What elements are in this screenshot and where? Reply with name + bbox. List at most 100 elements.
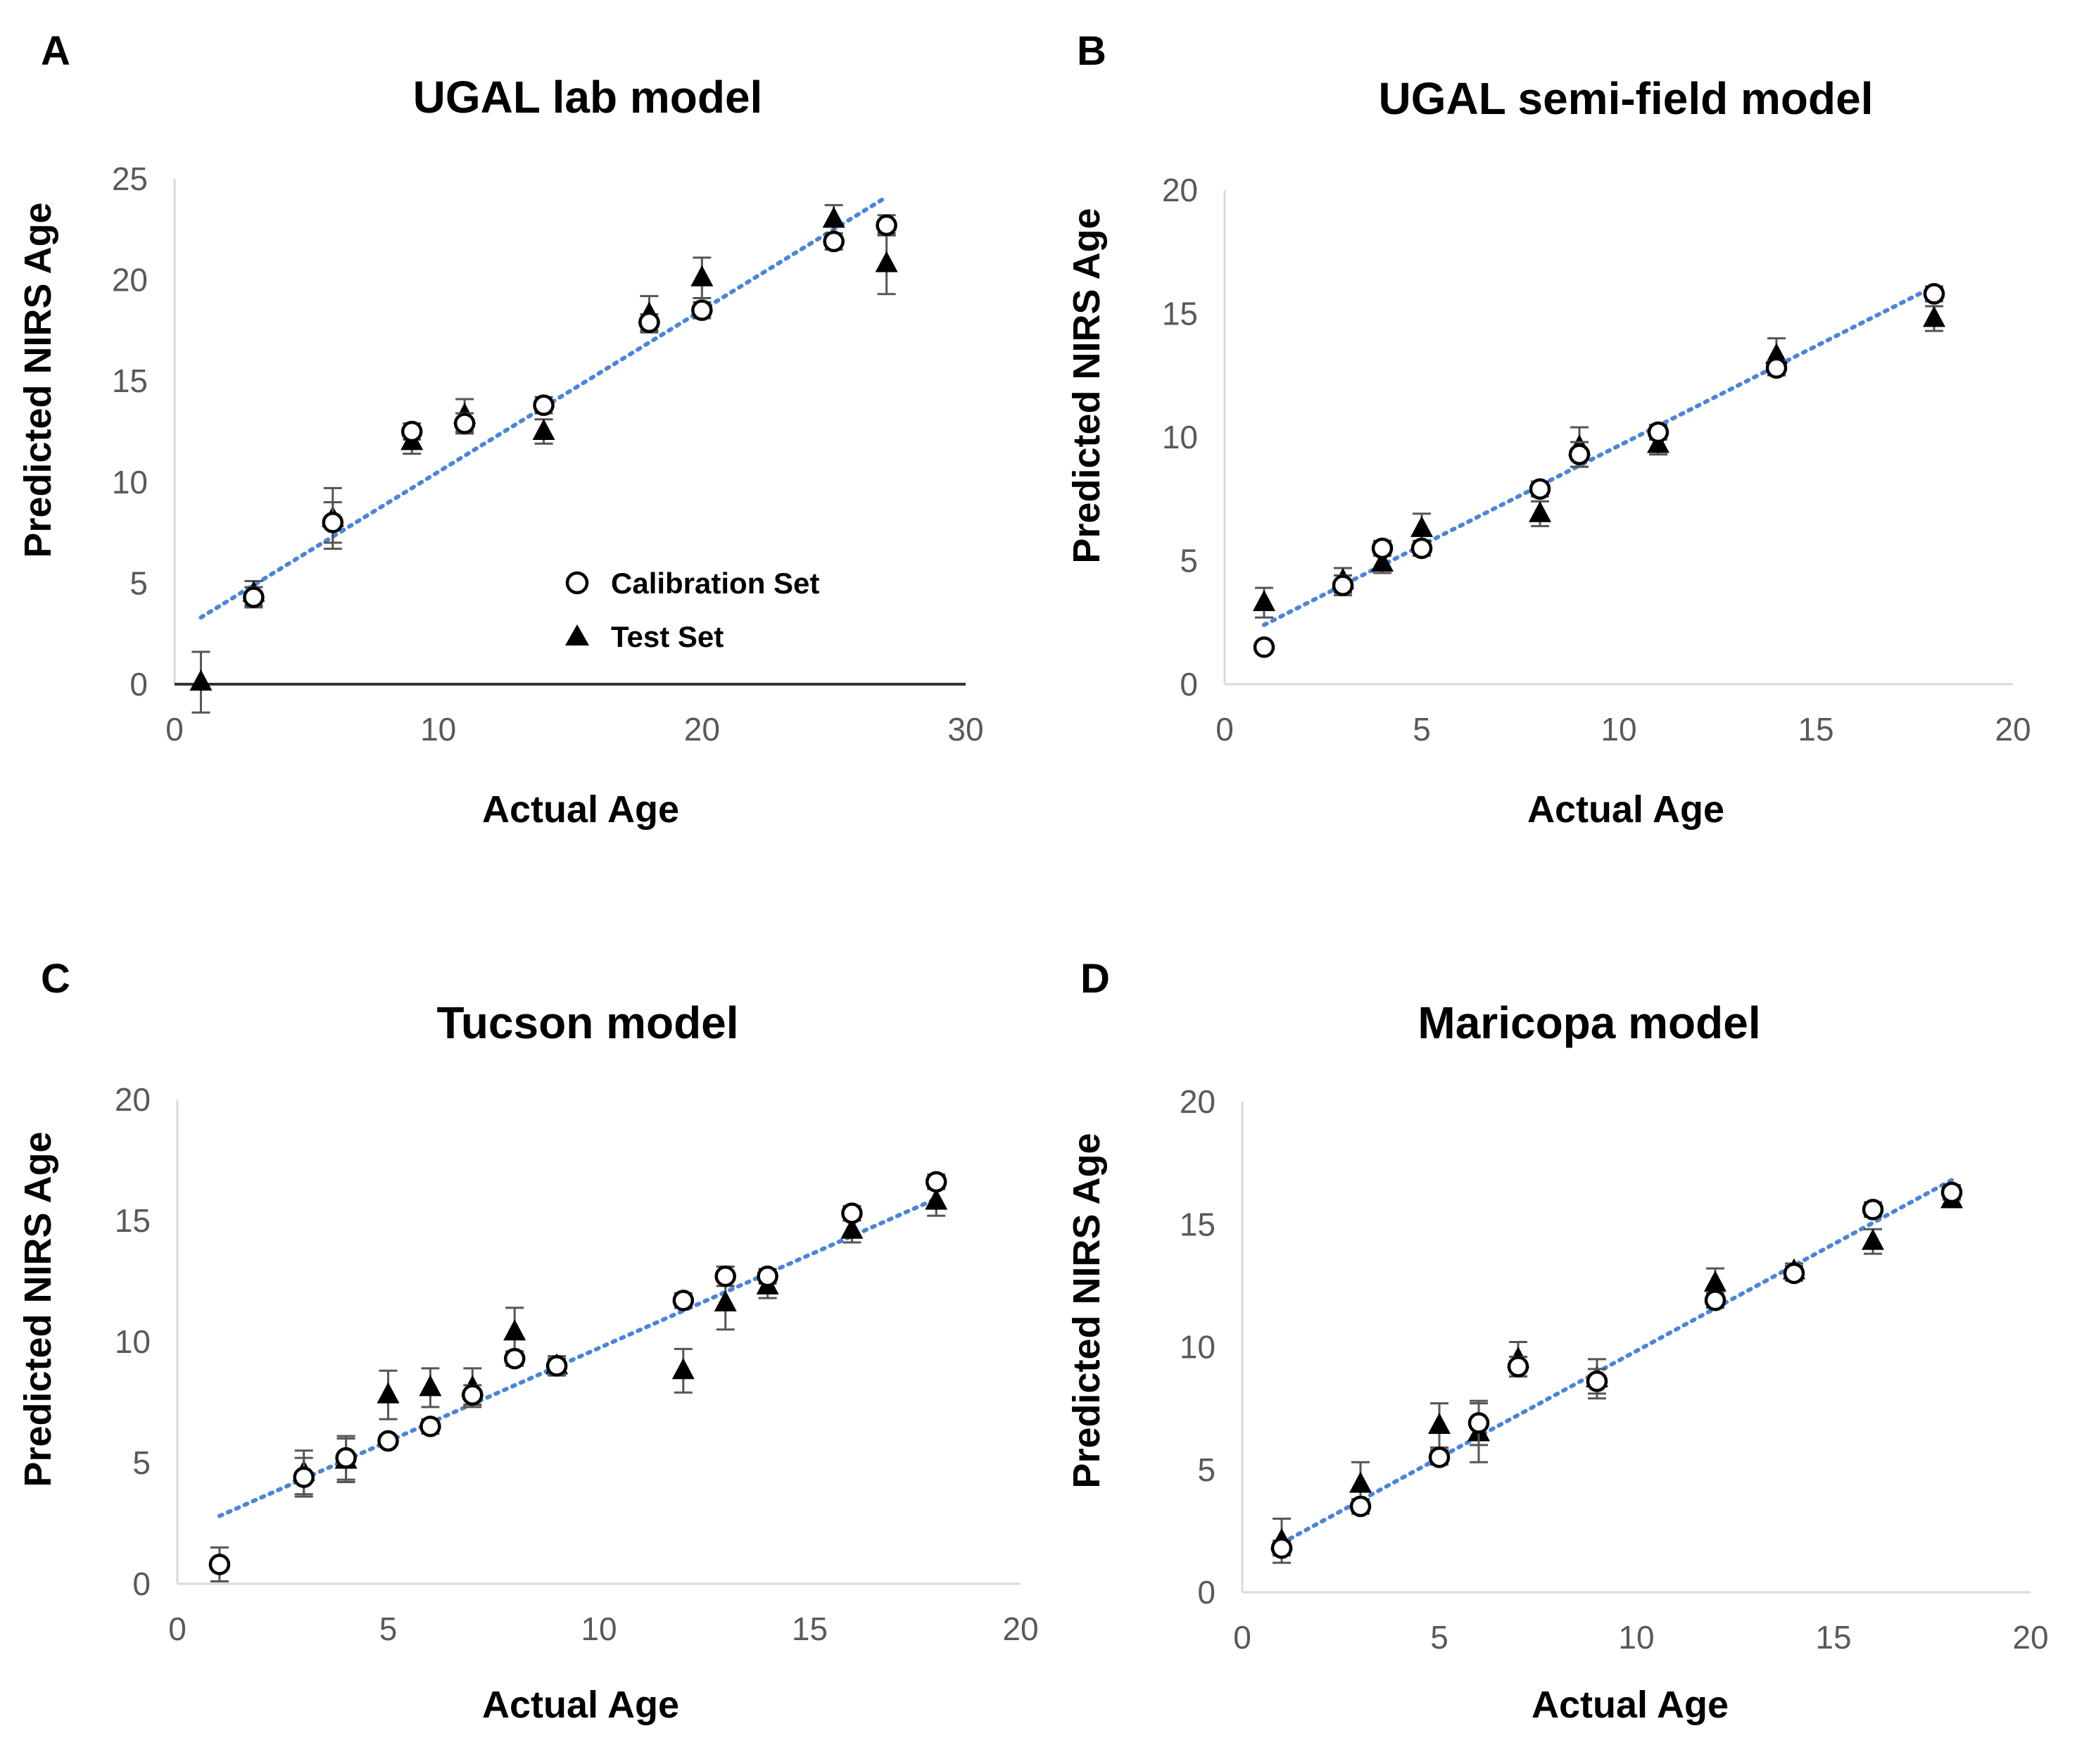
y-tick-label: 0 bbox=[130, 666, 148, 703]
calibration-point bbox=[1349, 1495, 1372, 1518]
y-tick-label: 15 bbox=[1162, 296, 1198, 332]
test-point bbox=[1371, 550, 1394, 572]
test-point bbox=[714, 1290, 737, 1311]
calibration-point bbox=[672, 1290, 695, 1311]
chart-panel-a: A UGAL lab model 0 5 10 15 20 25 0 10 20 30 Actual A… bbox=[17, 28, 984, 831]
test-point bbox=[1862, 1228, 1884, 1250]
x-tick-label: 15 bbox=[1815, 1619, 1851, 1656]
test-point bbox=[532, 419, 555, 440]
chart-title: Tucson model bbox=[436, 997, 738, 1048]
x-tick-label: 10 bbox=[1601, 711, 1636, 748]
calibration-point bbox=[638, 311, 660, 334]
y-tick-label: 20 bbox=[112, 262, 148, 298]
trendline bbox=[1280, 1178, 1954, 1546]
test-point bbox=[1349, 1471, 1372, 1493]
y-tick-label: 10 bbox=[1180, 1329, 1216, 1366]
calibration-point bbox=[1568, 443, 1591, 465]
chart-panel-d: D Maricopa model 0 5 10 15 20 0 5 10 15 20 Actual Ag… bbox=[1066, 956, 2049, 1726]
test-point bbox=[875, 251, 898, 272]
calibration-point bbox=[208, 1554, 231, 1575]
calibration-point bbox=[1704, 1290, 1726, 1311]
calibration-point bbox=[377, 1430, 399, 1452]
calibration-point bbox=[293, 1466, 315, 1488]
test-point bbox=[419, 1375, 442, 1397]
calibration-point bbox=[1940, 1181, 1963, 1204]
legend-label: Calibration Set bbox=[611, 567, 819, 600]
x-tick-label: 10 bbox=[420, 711, 456, 748]
x-tick-label: 10 bbox=[581, 1611, 617, 1647]
calibration-point bbox=[1507, 1356, 1529, 1378]
x-tick-label: 0 bbox=[165, 711, 184, 748]
test-point bbox=[925, 1188, 948, 1210]
y-tick-label: 5 bbox=[130, 565, 148, 601]
y-tick-label: 5 bbox=[1197, 1451, 1216, 1488]
chart-title: UGAL semi-field model bbox=[1379, 73, 1874, 124]
x-axis-title: Actual Age bbox=[482, 788, 679, 831]
calibration-point bbox=[1923, 283, 1945, 305]
test-point bbox=[671, 1358, 695, 1380]
chart-title: Maricopa model bbox=[1418, 997, 1760, 1048]
x-tick-label: 5 bbox=[379, 1611, 398, 1647]
test-point bbox=[1410, 515, 1433, 537]
x-tick-label: 5 bbox=[1430, 1619, 1448, 1656]
calibration-point bbox=[1371, 537, 1394, 560]
calibration-point bbox=[243, 586, 265, 608]
calibration-point bbox=[1428, 1447, 1451, 1468]
calibration-point bbox=[322, 511, 344, 534]
y-tick-label: 5 bbox=[132, 1444, 151, 1481]
y-tick-label: 0 bbox=[1197, 1574, 1216, 1611]
calibration-point bbox=[335, 1447, 357, 1469]
x-tick-label: 15 bbox=[1798, 711, 1833, 748]
trendline bbox=[1262, 284, 1936, 627]
y-tick-label: 20 bbox=[1180, 1083, 1216, 1120]
y-axis-title: Predicted NIRS Age bbox=[1066, 1133, 1108, 1488]
y-axis-title: Predicted NIRS Age bbox=[17, 202, 59, 557]
calibration-point bbox=[462, 1384, 484, 1406]
test-point bbox=[189, 669, 213, 691]
calibration-point bbox=[1410, 537, 1433, 560]
calibration-point bbox=[925, 1171, 947, 1193]
calibration-point bbox=[876, 214, 897, 237]
y-tick-label: 0 bbox=[1180, 666, 1198, 703]
calibration-point bbox=[691, 299, 713, 321]
calibration-point bbox=[1586, 1371, 1608, 1392]
test-point bbox=[1428, 1413, 1451, 1435]
calibration-point bbox=[1647, 421, 1669, 443]
test-point bbox=[1923, 305, 1945, 327]
x-tick-label: 0 bbox=[1216, 711, 1234, 748]
test-point bbox=[1529, 500, 1551, 522]
legend-circle-icon bbox=[565, 571, 589, 595]
y-tick-label: 20 bbox=[1162, 172, 1198, 208]
y-tick-label: 20 bbox=[115, 1081, 151, 1118]
x-tick-label: 20 bbox=[2012, 1619, 2048, 1656]
legend: Calibration Set Test Set bbox=[565, 567, 819, 653]
y-tick-label: 10 bbox=[1162, 419, 1198, 455]
calibration-point bbox=[1862, 1199, 1884, 1221]
y-axis-title: Predicted NIRS Age bbox=[1066, 208, 1108, 563]
x-tick-label: 15 bbox=[792, 1611, 828, 1647]
panel-letter: C bbox=[41, 956, 70, 1002]
x-tick-label: 0 bbox=[168, 1611, 187, 1647]
x-tick-label: 30 bbox=[947, 711, 983, 748]
legend-label: Test Set bbox=[611, 620, 724, 653]
calibration-point bbox=[419, 1416, 441, 1437]
chart-panel-c: C Tucson model 0 5 10 15 20 0 5 10 15 20 Actual Age P… bbox=[17, 956, 1039, 1726]
calibration-point bbox=[714, 1265, 736, 1287]
calibration-point bbox=[1783, 1262, 1805, 1285]
calibration-point bbox=[400, 420, 423, 443]
x-tick-label: 10 bbox=[1618, 1619, 1654, 1656]
calibration-point bbox=[823, 230, 845, 253]
y-tick-label: 5 bbox=[1180, 543, 1198, 579]
calibration-point bbox=[503, 1347, 526, 1370]
test-point bbox=[1253, 590, 1275, 612]
calibration-point bbox=[453, 412, 476, 434]
panel-letter: B bbox=[1077, 28, 1106, 74]
trendline bbox=[217, 1197, 939, 1518]
calibration-point bbox=[1529, 478, 1551, 500]
y-tick-label: 0 bbox=[132, 1565, 151, 1602]
calibration-point bbox=[533, 394, 555, 416]
panel-letter: A bbox=[41, 28, 70, 74]
test-point bbox=[503, 1319, 526, 1341]
calibration-point bbox=[1765, 357, 1788, 379]
